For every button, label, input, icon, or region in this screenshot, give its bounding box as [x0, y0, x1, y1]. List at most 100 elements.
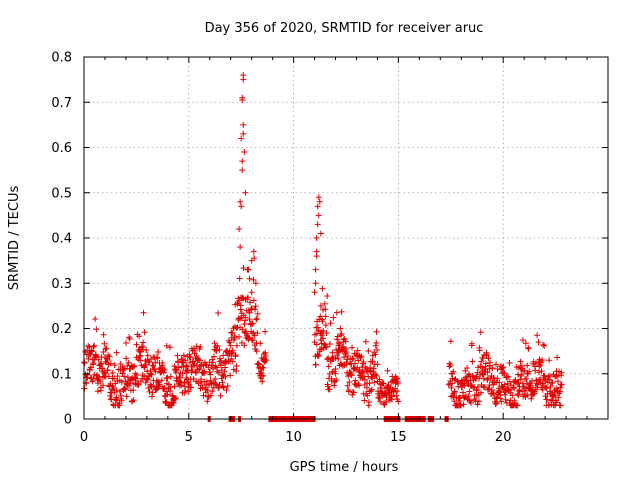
data-point: [557, 388, 564, 395]
data-point: [493, 361, 500, 368]
data-point: [393, 392, 400, 399]
data-point: [341, 354, 348, 361]
x-tick-label: 10: [285, 430, 302, 445]
data-point: [215, 369, 222, 376]
data-point: [88, 348, 95, 355]
data-point: [338, 330, 345, 337]
data-point: [229, 358, 236, 365]
data-point: [111, 362, 118, 369]
data-point: [130, 397, 137, 404]
data-point: [503, 374, 510, 381]
data-point: [356, 382, 363, 389]
data-point: [143, 376, 150, 383]
data-point: [450, 368, 457, 375]
data-point: [478, 367, 485, 374]
data-point: [104, 367, 111, 374]
data-point: [371, 379, 378, 386]
data-point: [171, 363, 178, 370]
data-point: [339, 363, 346, 370]
data-point: [346, 369, 353, 376]
data-point: [357, 354, 364, 361]
data-point: [216, 346, 223, 353]
data-point: [323, 343, 330, 350]
y-tick-label: 0.7: [51, 96, 72, 111]
data-point: [536, 356, 543, 363]
data-point: [366, 398, 373, 405]
data-point: [502, 396, 509, 403]
data-point: [87, 364, 94, 371]
data-point: [123, 340, 130, 347]
data-point: [544, 396, 551, 403]
data-point: [336, 340, 343, 347]
data-point: [123, 355, 130, 362]
data-point: [163, 398, 170, 405]
data-point: [200, 392, 207, 399]
data-point: [260, 372, 267, 379]
data-point: [500, 364, 507, 371]
data-point: [178, 382, 185, 389]
data-point: [233, 362, 240, 369]
data-point: [134, 380, 141, 387]
data-point: [394, 380, 401, 387]
data-point: [131, 362, 138, 369]
data-point: [187, 359, 194, 366]
data-point: [253, 348, 260, 355]
data-point: [228, 350, 235, 357]
data-point: [352, 377, 359, 384]
data-point: [515, 379, 522, 386]
data-point: [376, 376, 383, 383]
data-point: [89, 378, 96, 385]
data-point: [546, 372, 553, 379]
data-point: [259, 364, 266, 371]
data-point: [484, 369, 491, 376]
x-tick-label: 20: [495, 430, 512, 445]
data-point: [335, 355, 342, 362]
data-point: [213, 347, 220, 354]
data-point: [487, 359, 494, 366]
data-point: [155, 378, 162, 385]
data-point: [260, 364, 267, 371]
data-point: [205, 364, 212, 371]
data-point: [107, 360, 114, 367]
data-point: [521, 367, 528, 374]
data-point: [193, 343, 200, 350]
data-point: [85, 355, 92, 362]
data-point: [174, 352, 181, 359]
data-point: [148, 371, 155, 378]
data-point: [312, 266, 319, 273]
data-point: [506, 360, 513, 367]
data-point: [368, 386, 375, 393]
y-tick-label: 0.3: [51, 277, 72, 292]
data-point: [158, 377, 165, 384]
data-point: [135, 381, 142, 388]
data-point: [110, 385, 117, 392]
data-point: [338, 308, 345, 315]
data-point: [257, 340, 264, 347]
data-point: [331, 378, 338, 385]
data-point: [165, 381, 172, 388]
data-point: [322, 313, 329, 320]
data-point: [477, 389, 484, 396]
data-point: [313, 253, 320, 260]
data-point: [120, 385, 127, 392]
data-point: [354, 347, 361, 354]
data-point: [245, 266, 252, 273]
data-point: [118, 379, 125, 386]
data-point: [526, 368, 533, 375]
data-point: [192, 347, 199, 354]
axis-ticks: 0 0.1 0.2 0.3 0.4 0.5 0.6 0.7 0.8 0 5 10 15 20: [51, 51, 608, 445]
data-point: [520, 383, 527, 390]
data-points: [81, 72, 565, 422]
data-point: [233, 342, 240, 349]
data-point: [238, 135, 245, 142]
data-point: [171, 396, 178, 403]
data-point: [473, 386, 480, 393]
data-point: [480, 383, 487, 390]
data-point: [113, 387, 120, 394]
data-point: [161, 384, 168, 391]
data-point: [322, 306, 329, 313]
data-point: [193, 362, 200, 369]
data-point: [212, 375, 219, 382]
data-point: [241, 321, 248, 328]
data-point: [227, 372, 234, 379]
